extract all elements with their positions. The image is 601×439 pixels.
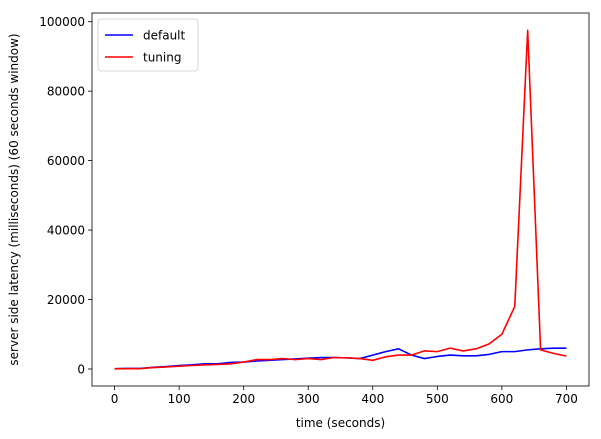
- x-tick-label: 200: [232, 392, 255, 406]
- y-tick-label: 0: [77, 362, 85, 376]
- x-tick-label: 600: [490, 392, 513, 406]
- x-tick-label: 500: [426, 392, 449, 406]
- x-tick-label: 400: [361, 392, 384, 406]
- legend-label-default: default: [143, 28, 186, 42]
- x-axis: 0 100 200 300 400 500 600 700: [111, 386, 578, 406]
- x-axis-label: time (seconds): [296, 416, 385, 430]
- y-tick-label: 100000: [39, 15, 85, 29]
- y-tick-label: 40000: [47, 223, 85, 237]
- series-line-tuning: [114, 29, 567, 370]
- x-tick-label: 300: [297, 392, 320, 406]
- y-tick-label: 60000: [47, 154, 85, 168]
- legend-box: [97, 18, 199, 72]
- series-layer: [114, 29, 567, 370]
- x-tick-label: 0: [111, 392, 119, 406]
- y-tick-label: 20000: [47, 293, 85, 307]
- x-tick-label: 700: [555, 392, 578, 406]
- y-axis-label: server side latency (milliseconds) (60 s…: [7, 33, 21, 365]
- y-axis: 0 20000 40000 60000 80000 100000: [39, 15, 92, 376]
- x-tick-label: 100: [168, 392, 191, 406]
- plot-frame: [91, 12, 590, 387]
- y-tick-label: 80000: [47, 84, 85, 98]
- legend-label-tuning: tuning: [143, 50, 181, 64]
- legend: default tuning: [97, 18, 199, 72]
